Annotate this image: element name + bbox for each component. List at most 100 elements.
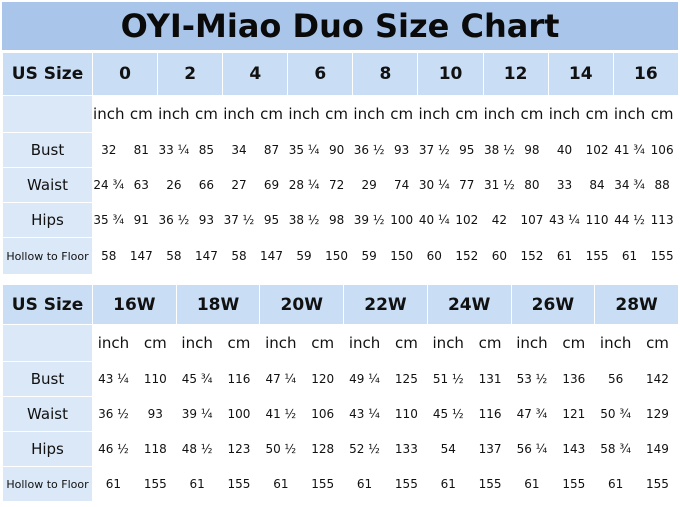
table-cell: 61 — [259, 466, 303, 502]
table-cell: 91 — [124, 202, 159, 238]
unit-inch: inch — [482, 95, 517, 133]
table-cell: 45 ½ — [426, 396, 470, 432]
table-cell: 35 ¼ — [287, 132, 321, 168]
unit-inch: inch — [612, 95, 647, 133]
table-cell: 38 ½ — [482, 132, 517, 168]
table-cell: 35 ¾ — [92, 202, 126, 238]
table-cell: 121 — [552, 396, 596, 432]
table-cell: 152 — [450, 237, 484, 275]
measurement-row: Hollow to Floor 61 155 61 155 61 155 61 155 61 155… — [2, 466, 679, 502]
table-cell: 49 ¼ — [343, 361, 386, 397]
table-cell: 61 — [594, 466, 638, 502]
size-heading: 24W — [426, 284, 512, 325]
table-cell: 137 — [468, 431, 512, 467]
size-table-plus: US Size 16W 18W 20W 22W 24W 26W 28W inch cm inch cm… — [2, 284, 679, 502]
us-size-label: US Size — [2, 284, 93, 325]
table-cell: 110 — [133, 361, 177, 397]
table-cell: 150 — [384, 237, 419, 275]
table-cell: 155 — [468, 466, 512, 502]
unit-inch: inch — [92, 324, 135, 362]
table-cell: 120 — [301, 361, 345, 397]
unit-cm: cm — [468, 324, 512, 362]
unit-cm: cm — [384, 324, 428, 362]
unit-inch: inch — [547, 95, 582, 133]
measurement-row: Hollow to Floor 58 147 58 147 58 147 59 150 59 150… — [2, 237, 679, 275]
row-label: Hips — [2, 202, 93, 238]
measurement-row: Waist 36 ½ 93 39 ¼ 100 41 ½ 106 43 ¼ 110 45 ½ 116 4… — [2, 396, 679, 432]
size-heading: 4 — [222, 52, 289, 96]
table-cell: 30 ¼ — [417, 167, 452, 203]
size-heading: 6 — [287, 52, 354, 96]
table-cell: 80 — [515, 167, 549, 203]
size-heading: 14 — [547, 52, 614, 96]
table-cell: 61 — [510, 466, 554, 502]
unit-cm: cm — [580, 95, 614, 133]
unit-cm: cm — [515, 95, 549, 133]
size-header-row: US Size 16W 18W 20W 22W 24W 26W 28W — [2, 284, 679, 325]
table-cell: 61 — [426, 466, 470, 502]
table-cell: 34 — [222, 132, 256, 168]
table-cell: 36 ½ — [157, 202, 191, 238]
table-cell: 69 — [254, 167, 289, 203]
table-cell: 61 — [343, 466, 386, 502]
row-label: Hollow to Floor — [2, 237, 93, 275]
table-cell: 81 — [124, 132, 159, 168]
table-cell: 93 — [189, 202, 224, 238]
size-heading: 22W — [343, 284, 428, 325]
table-cell: 61 — [175, 466, 219, 502]
table-cell: 142 — [636, 361, 679, 397]
table-cell: 106 — [301, 396, 345, 432]
table-cell: 136 — [552, 361, 596, 397]
table-cell: 56 ¼ — [510, 431, 554, 467]
table-cell: 102 — [450, 202, 484, 238]
table-cell: 50 ½ — [259, 431, 303, 467]
table-cell: 107 — [515, 202, 549, 238]
table-cell: 26 — [157, 167, 191, 203]
table-cell: 40 ¼ — [417, 202, 452, 238]
table-cell: 93 — [384, 132, 419, 168]
table-cell: 44 ½ — [612, 202, 647, 238]
title-bar: OYI-Miao Duo Size Chart — [2, 2, 678, 50]
unit-inch: inch — [510, 324, 554, 362]
table-cell: 41 ½ — [259, 396, 303, 432]
row-label: Hips — [2, 431, 93, 467]
table-cell: 88 — [645, 167, 679, 203]
table-cell: 61 — [547, 237, 582, 275]
table-cell: 147 — [189, 237, 224, 275]
table-cell: 45 ¾ — [175, 361, 219, 397]
row-label: Bust — [2, 132, 93, 168]
table-cell: 149 — [636, 431, 679, 467]
unit-inch: inch — [343, 324, 386, 362]
table-cell: 125 — [384, 361, 428, 397]
measurement-row: Hips 46 ½ 118 48 ½ 123 50 ½ 128 52 ½ 133 54 137 56 … — [2, 431, 679, 467]
table-cell: 110 — [580, 202, 614, 238]
table-cell: 61 — [612, 237, 647, 275]
table-cell: 98 — [319, 202, 354, 238]
table-cell: 95 — [450, 132, 484, 168]
size-heading: 16W — [92, 284, 177, 325]
table-cell: 143 — [552, 431, 596, 467]
table-cell: 59 — [352, 237, 386, 275]
unit-cm: cm — [645, 95, 679, 133]
table-cell: 66 — [189, 167, 224, 203]
table-cell: 87 — [254, 132, 289, 168]
table-cell: 155 — [580, 237, 614, 275]
table-cell: 46 ½ — [92, 431, 135, 467]
size-heading: 12 — [482, 52, 549, 96]
table-cell: 39 ½ — [352, 202, 386, 238]
table-cell: 128 — [301, 431, 345, 467]
table-cell: 84 — [580, 167, 614, 203]
table-cell: 58 — [157, 237, 191, 275]
table-cell: 63 — [124, 167, 159, 203]
table-cell: 40 — [547, 132, 582, 168]
row-label: Waist — [2, 167, 93, 203]
table-cell: 54 — [426, 431, 470, 467]
size-header-row: US Size 0 2 4 6 8 10 12 14 16 — [2, 52, 679, 96]
size-heading: 26W — [510, 284, 596, 325]
table-cell: 56 — [594, 361, 638, 397]
size-heading: 2 — [157, 52, 224, 96]
table-cell: 48 ½ — [175, 431, 219, 467]
table-cell: 98 — [515, 132, 549, 168]
table-cell: 155 — [552, 466, 596, 502]
